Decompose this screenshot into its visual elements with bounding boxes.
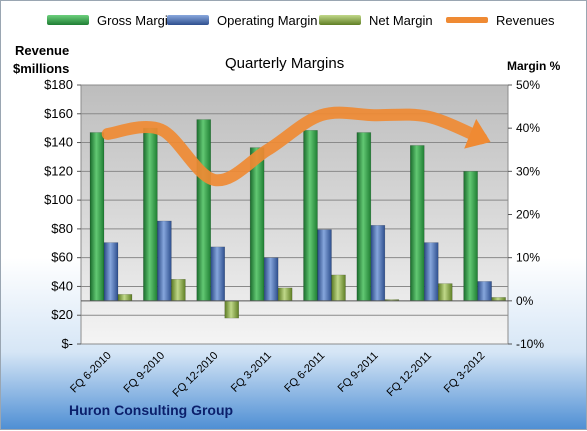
left-axis-tick-label: $- xyxy=(61,336,73,351)
bar-gross-margin xyxy=(89,132,105,302)
left-axis-tick-label: $140 xyxy=(44,135,73,150)
left-axis-tick-label: $40 xyxy=(51,278,73,293)
bar-gross-margin xyxy=(196,119,211,302)
legend-swatch-operating-margin xyxy=(167,15,209,25)
left-axis-tick-label: $80 xyxy=(51,221,73,236)
category-label: FQ 6-2011 xyxy=(282,350,327,395)
left-axis-tick-label: $100 xyxy=(44,192,73,207)
legend-item-net-margin: Net Margin xyxy=(319,9,433,31)
left-axis-tick-label: $120 xyxy=(44,163,73,178)
bar-gross-margin xyxy=(463,171,478,302)
legend-swatch-net-margin xyxy=(319,15,361,25)
bar-net-margin xyxy=(171,279,186,302)
category-label: FQ 9-2011 xyxy=(336,350,381,395)
bar-operating-margin xyxy=(477,281,492,302)
bar-net-margin xyxy=(277,287,293,302)
legend-swatch-gross-margin xyxy=(47,15,89,25)
bar-operating-margin xyxy=(424,242,439,302)
left-axis-tick-label: $180 xyxy=(44,77,73,92)
bar-operating-margin xyxy=(317,229,332,302)
category-label: FQ 6-2010 xyxy=(68,350,114,396)
bar-operating-margin xyxy=(157,220,172,302)
category-label: FQ 12-2011 xyxy=(385,350,434,399)
category-label: FQ 3-2012 xyxy=(442,350,488,396)
bar-operating-margin xyxy=(210,246,225,302)
category-label: FQ 9-2010 xyxy=(122,350,168,396)
bar-net-margin xyxy=(117,294,133,302)
bar-gross-margin xyxy=(143,127,158,302)
category-label: FQ 12-2010 xyxy=(171,350,221,400)
legend: Gross Margin Operating Margin Net Margin… xyxy=(1,9,587,31)
legend-label-revenues: Revenues xyxy=(496,12,555,28)
legend-label-gross-margin: Gross Margin xyxy=(97,12,176,28)
right-axis-tick-label: 30% xyxy=(516,164,540,178)
bar-operating-margin xyxy=(370,225,386,302)
legend-swatch-revenues xyxy=(446,17,488,23)
bar-operating-margin xyxy=(103,242,119,302)
bar-net-margin xyxy=(331,274,346,302)
right-axis-tick-label: 40% xyxy=(516,121,540,135)
legend-item-operating-margin: Operating Margin xyxy=(167,9,317,31)
right-axis-tick-label: 0% xyxy=(516,294,534,308)
revenue-line xyxy=(101,106,488,187)
legend-item-revenues: Revenues xyxy=(446,9,555,31)
bar-net-margin xyxy=(491,297,506,302)
revenue-arrowhead xyxy=(464,118,491,149)
bar-gross-margin xyxy=(410,145,425,302)
left-axis-tick-label: $60 xyxy=(51,250,73,265)
bar-operating-margin xyxy=(263,257,279,302)
bar-gross-margin xyxy=(249,147,265,302)
left-axis-tick-label: $160 xyxy=(44,106,73,121)
chart-title: Quarterly Margins xyxy=(225,55,345,72)
legend-label-operating-margin: Operating Margin xyxy=(217,12,318,28)
right-axis-tick-label: 10% xyxy=(516,251,540,265)
left-axis-tick-label: $20 xyxy=(51,307,73,322)
left-axis-label-line1: Revenue xyxy=(15,43,70,58)
bar-net-margin xyxy=(438,283,453,302)
category-label: FQ 3-2011 xyxy=(229,350,274,395)
bar-net-margin xyxy=(224,300,239,319)
right-axis-tick-label: 50% xyxy=(516,78,540,92)
right-axis-tick-label: 20% xyxy=(516,208,540,222)
bar-gross-margin xyxy=(303,130,318,302)
footer-title: Huron Consulting Group xyxy=(69,402,234,418)
bar-gross-margin xyxy=(356,132,372,302)
right-axis-label: Margin % xyxy=(507,59,561,73)
legend-item-gross-margin: Gross Margin xyxy=(47,9,175,31)
legend-label-net-margin: Net Margin xyxy=(369,12,433,28)
right-axis-tick-label: -10% xyxy=(516,337,544,351)
left-axis-label-line2: $millions xyxy=(13,61,70,76)
